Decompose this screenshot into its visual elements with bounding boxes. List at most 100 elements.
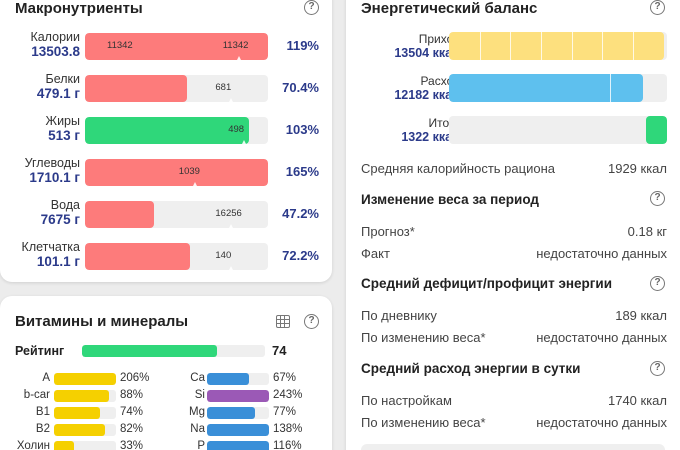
macro-name: Белки bbox=[45, 72, 81, 86]
nutrient-name: b-car bbox=[23, 389, 50, 401]
deficit-help-icon[interactable]: ? bbox=[650, 276, 665, 291]
weight-fact-line: Факт недостаточно данных bbox=[361, 246, 667, 261]
vitamins-title: Витамины и минералы bbox=[15, 313, 189, 330]
macro-value: 1710.1 г bbox=[29, 170, 80, 185]
macro-percent: 47.2% bbox=[282, 206, 319, 221]
nutrient-percent: 116% bbox=[273, 440, 302, 450]
nutrient-bar-fill bbox=[207, 441, 269, 450]
nutrient-name: Si bbox=[194, 389, 205, 401]
macro-name: Клетчатка bbox=[21, 240, 80, 254]
avg-calorie-line: Средняя калорийность рациона 1929 ккал bbox=[361, 161, 667, 176]
macro-bar-fill bbox=[85, 75, 188, 102]
nutrient-name: B2 bbox=[35, 423, 50, 435]
target-marker bbox=[229, 98, 234, 102]
energy-row: Расход 12182 ккал bbox=[346, 72, 680, 104]
nutrient-bar[interactable] bbox=[54, 441, 116, 450]
deficit-diary-value: 189 ккал bbox=[615, 308, 667, 323]
nutrient-bar-fill bbox=[54, 424, 105, 436]
daily-expense-help-icon[interactable]: ? bbox=[650, 361, 665, 376]
macro-row: Белки 479.1 г 681 70.4% bbox=[0, 72, 332, 116]
nutrient-name: A bbox=[42, 372, 50, 384]
nutrient-percent: 243% bbox=[273, 389, 303, 401]
energy-bar[interactable] bbox=[449, 74, 667, 102]
weight-forecast-value: 0.18 кг bbox=[627, 224, 667, 239]
nutrient-bar[interactable] bbox=[207, 424, 269, 436]
rating-value: 74 bbox=[272, 343, 287, 358]
nutrient-percent: 74% bbox=[120, 406, 144, 418]
target-marker bbox=[229, 224, 234, 228]
macro-name: Углеводы bbox=[24, 156, 80, 170]
table-view-icon[interactable] bbox=[276, 315, 290, 328]
macro-bar[interactable]: 16256 bbox=[85, 201, 268, 228]
macro-bar[interactable]: 681 bbox=[85, 75, 268, 102]
nutrient-percent: 206% bbox=[120, 372, 150, 384]
daily-weight-line: По изменению веса* недостаточно данных bbox=[361, 415, 667, 430]
weight-change-help-icon[interactable]: ? bbox=[650, 191, 665, 206]
daily-weight-value: недостаточно данных bbox=[536, 415, 667, 430]
macro-row: Вода 7675 г 16256 47.2% bbox=[0, 198, 332, 242]
nutrient-bar[interactable] bbox=[54, 407, 116, 419]
macro-bar-fill bbox=[85, 159, 268, 186]
target-marker bbox=[242, 140, 247, 144]
energy-bar-segment bbox=[510, 32, 512, 60]
energy-bar[interactable] bbox=[449, 32, 667, 60]
macro-target-value: 11342 bbox=[222, 40, 249, 51]
macro-bar-fill bbox=[85, 201, 154, 228]
deficit-diary-line: По дневнику 189 ккал bbox=[361, 308, 667, 323]
energy-balance-card: Энергетический баланс ? Приход 13504 ккал… bbox=[346, 0, 680, 450]
macro-target-value: 681 bbox=[215, 82, 232, 93]
target-marker bbox=[229, 266, 234, 270]
rating-label: Рейтинг bbox=[15, 344, 65, 358]
macronutrients-help-icon[interactable]: ? bbox=[304, 0, 319, 15]
daily-weight-label: По изменению веса* bbox=[361, 415, 486, 430]
deficit-diary-label: По дневнику bbox=[361, 308, 437, 323]
macro-value: 479.1 г bbox=[36, 86, 80, 101]
energy-value: 12182 ккал bbox=[394, 88, 460, 102]
macro-bar-fill bbox=[85, 243, 191, 270]
macronutrients-title: Макронутриенты bbox=[15, 0, 143, 17]
energy-balance-help-icon[interactable]: ? bbox=[650, 0, 665, 15]
nutrient-bar[interactable] bbox=[54, 424, 116, 436]
nutrient-bar-fill bbox=[207, 407, 255, 419]
nutrient-bar[interactable] bbox=[207, 441, 269, 450]
macro-percent: 103% bbox=[285, 122, 319, 137]
nutrient-bar[interactable] bbox=[54, 390, 116, 402]
daily-settings-label: По настройкам bbox=[361, 393, 452, 408]
nutrient-name: P bbox=[197, 440, 205, 450]
nutrient-name: Mg bbox=[189, 406, 205, 418]
energy-bar-segment bbox=[571, 32, 573, 60]
nutrient-bar[interactable] bbox=[54, 373, 116, 385]
nutrient-percent: 33% bbox=[120, 440, 144, 450]
macronutrients-card: Макронутриенты ? Калории 13503.8 11342 1134… bbox=[0, 0, 332, 282]
macro-row: Калории 13503.8 11342 11342 119% bbox=[0, 30, 332, 74]
macro-bar[interactable]: 1039 bbox=[85, 159, 268, 186]
deficit-weight-line: По изменению веса* недостаточно данных bbox=[361, 330, 667, 345]
macro-target-value: 1039 bbox=[178, 166, 200, 177]
nutrient-bar[interactable] bbox=[207, 407, 269, 419]
nutrient-bar[interactable] bbox=[207, 373, 269, 385]
macro-value: 513 г bbox=[48, 128, 80, 143]
deficit-weight-label: По изменению веса* bbox=[361, 330, 486, 345]
macro-row: Жиры 513 г 498 103% bbox=[0, 114, 332, 158]
macro-value: 7675 г bbox=[40, 212, 80, 227]
macro-bar[interactable]: 140 bbox=[85, 243, 268, 270]
avg-calorie-label: Средняя калорийность рациона bbox=[361, 161, 555, 176]
vitamins-help-icon[interactable]: ? bbox=[304, 314, 319, 329]
nutrient-bar-fill bbox=[54, 407, 100, 419]
macro-percent: 165% bbox=[285, 164, 319, 179]
nutrient-bar-fill bbox=[54, 373, 116, 385]
weight-forecast-label: Прогноз* bbox=[361, 224, 415, 239]
nutrient-bar[interactable] bbox=[207, 390, 269, 402]
macro-value: 101.1 г bbox=[36, 254, 80, 269]
weight-change-title: Изменение веса за период bbox=[361, 192, 539, 207]
macro-row: Клетчатка 101.1 г 140 72.2% bbox=[0, 240, 332, 282]
macro-bar[interactable]: 11342 11342 bbox=[85, 33, 268, 60]
energy-value: 1322 ккал bbox=[401, 130, 460, 144]
nutrient-name: Na bbox=[190, 423, 205, 435]
energy-bar[interactable] bbox=[449, 116, 667, 144]
energy-bar-segment bbox=[610, 74, 612, 102]
energy-balance-title: Энергетический баланс bbox=[361, 0, 538, 17]
macro-bar[interactable]: 498 bbox=[85, 117, 268, 144]
nutrient-bar-fill bbox=[207, 424, 269, 436]
energy-row: Итого 1322 ккал bbox=[346, 114, 680, 146]
